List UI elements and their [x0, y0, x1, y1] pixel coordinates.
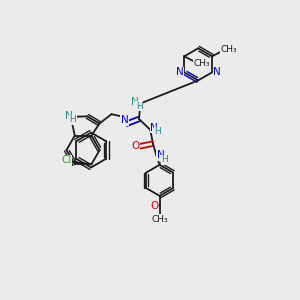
Text: N: N	[121, 115, 129, 125]
Text: N: N	[65, 111, 73, 121]
Text: N: N	[213, 68, 221, 77]
Text: CH₃: CH₃	[193, 59, 210, 68]
Text: CH₃: CH₃	[151, 215, 168, 224]
Text: CH₃: CH₃	[221, 45, 238, 54]
Text: O: O	[150, 201, 158, 211]
Text: N: N	[176, 68, 183, 77]
Text: H: H	[154, 128, 161, 136]
Text: N: N	[131, 97, 139, 107]
Text: H: H	[161, 155, 168, 164]
Text: N: N	[157, 150, 165, 161]
Text: H: H	[136, 102, 142, 111]
Text: O: O	[131, 141, 140, 151]
Text: N: N	[150, 123, 158, 133]
Text: H: H	[70, 115, 76, 124]
Text: Cl: Cl	[61, 155, 72, 165]
